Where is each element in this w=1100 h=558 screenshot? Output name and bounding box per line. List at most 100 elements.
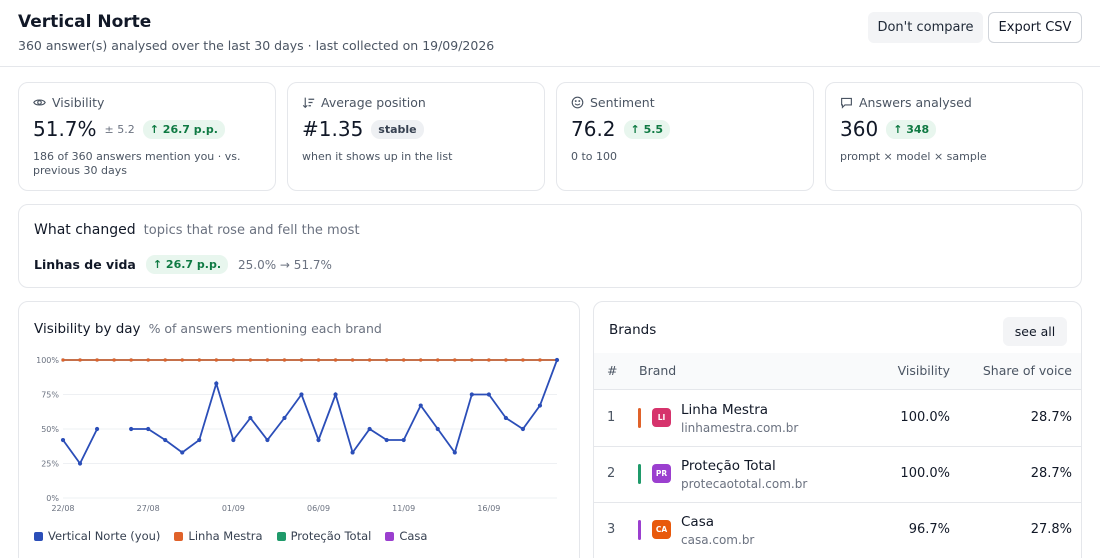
kpi-delta-badge: ↑ 26.7 p.p.: [142, 119, 225, 139]
kpi-note: when it shows up in the list: [302, 150, 453, 163]
data-point: [163, 437, 168, 443]
chart-legend: Vertical Norte (you) Linha Mestra Proteção…: [34, 529, 427, 543]
x-tick-label: 11/09: [392, 504, 415, 513]
data-point: [197, 437, 202, 443]
x-tick-label: 16/09: [477, 504, 500, 513]
visibility-line-chart: 0% 25% 50% 75% 100% 22/08 27/08 01/09 06/09 11/09…: [36, 356, 560, 513]
data-point: [282, 415, 287, 421]
data-point: [316, 358, 321, 362]
topic-range: 25.0% → 51.7%: [238, 257, 332, 272]
data-point: [316, 437, 321, 443]
data-point: [469, 392, 474, 397]
legend-label: Vertical Norte (you): [48, 529, 161, 543]
data-point: [538, 358, 542, 362]
data-point: [402, 358, 406, 362]
y-tick-label: 0%: [46, 494, 59, 503]
kpi-label: Visibility: [52, 95, 105, 110]
what-changed-card: What changed topics that rose and fell t…: [18, 204, 1082, 288]
table-row[interactable]: 3 CA Casa casa.com.br 96.7% 27.8%: [594, 503, 1081, 558]
data-point: [231, 358, 235, 362]
kpi-value: 51.7%: [33, 117, 97, 141]
brand-name[interactable]: Proteção Total: [681, 458, 776, 474]
eye-icon: [33, 99, 46, 106]
data-point: [180, 450, 185, 455]
col-rank: #: [607, 363, 618, 378]
x-tick-label: 22/08: [51, 504, 74, 513]
kpi-value: 360: [840, 117, 879, 141]
x-tick-label: 06/09: [307, 504, 330, 513]
dont-compare-button[interactable]: Don't compare: [868, 12, 983, 43]
brand-share-of-voice: 27.8%: [1030, 522, 1072, 537]
brand-avatar: CA: [652, 520, 671, 539]
kpi-note: 0 to 100: [571, 150, 618, 163]
legend-label: Proteção Total: [290, 529, 372, 543]
kpi-error: ± 5.2: [104, 122, 135, 136]
kpi-delta-badge: ↑ 5.5: [623, 119, 671, 139]
page-header: Vertical Norte 360 answer(s) analysed ov…: [0, 0, 1100, 67]
legend-swatch: [385, 531, 395, 541]
data-point: [333, 358, 338, 362]
col-brand: Brand: [639, 363, 677, 378]
data-point: [554, 357, 560, 363]
legend-label: Linha Mestra: [188, 529, 263, 543]
data-point: [486, 392, 491, 397]
smile-icon: [571, 96, 584, 109]
legend-item[interactable]: Proteção Total: [276, 529, 372, 543]
data-point: [385, 358, 389, 362]
row-rank: 3: [607, 522, 616, 537]
brand-domain: protecaototal.com.br: [681, 477, 808, 491]
data-point: [401, 437, 406, 443]
brands-title: Brands: [609, 322, 657, 338]
data-point: [418, 403, 423, 408]
x-tick-label: 27/08: [137, 504, 160, 513]
data-point: [299, 358, 304, 362]
data-point: [521, 358, 525, 362]
data-point: [503, 415, 508, 421]
sort-icon: [302, 97, 315, 109]
data-point: [61, 358, 65, 362]
data-point: [129, 426, 134, 432]
see-all-button[interactable]: see all: [1003, 317, 1067, 346]
row-rank: 2: [607, 466, 616, 481]
kpi-note: 186 of 360 answers mention you · vs. pre…: [33, 150, 241, 177]
data-point: [537, 403, 543, 408]
kpi-label: Answers analysed: [859, 95, 972, 110]
export-csv-button[interactable]: Export CSV: [988, 12, 1082, 43]
kpi-card-answers-analysed: Answers analysed 360 ↑ 348 prompt × mode…: [825, 82, 1083, 191]
kpi-card-sentiment: Sentiment 76.2 ↑ 5.5 0 to 100: [556, 82, 814, 191]
x-tick-label: 01/09: [222, 504, 245, 513]
brand-name[interactable]: Linha Mestra: [681, 402, 769, 418]
legend-label: Casa: [399, 529, 428, 543]
what-changed-subtitle: topics that rose and fell the most: [143, 223, 360, 238]
legend-swatch: [174, 531, 184, 541]
table-row[interactable]: 2 PR Proteção Total protecaototal.com.br 100…: [594, 447, 1081, 503]
data-point: [299, 392, 304, 397]
table-row[interactable]: 1 LI Linha Mestra linhamestra.com.br 100.0% 2…: [594, 391, 1081, 447]
topic-delta-badge: ↑ 26.7 p.p.: [145, 255, 228, 274]
data-point: [368, 358, 372, 362]
y-tick-label: 75%: [41, 391, 59, 400]
data-point: [231, 437, 236, 443]
legend-item[interactable]: Casa: [385, 529, 427, 543]
brand-share-of-voice: 28.7%: [1030, 466, 1072, 481]
brand-name[interactable]: Casa: [681, 514, 715, 530]
kpi-card-visibility: Visibility 51.7% ± 5.2 ↑ 26.7 p.p. 186 o…: [18, 82, 276, 191]
brands-table-header: # Brand Visibility Share of voice: [594, 353, 1081, 390]
data-point: [350, 450, 355, 455]
brands-card: Brands see all # Brand Visibility Share …: [593, 301, 1082, 558]
data-point: [367, 426, 372, 432]
data-point: [265, 437, 270, 443]
data-point: [436, 358, 440, 362]
page-subtitle: 360 answer(s) analysed over the last 30 …: [18, 38, 495, 53]
chat-icon: [841, 97, 852, 109]
brand-share-of-voice: 28.7%: [1030, 410, 1072, 425]
data-point: [453, 358, 457, 362]
kpi-label: Sentiment: [590, 95, 655, 110]
y-tick-label: 100%: [36, 356, 59, 365]
topic-change-row: Linhas de vida ↑ 26.7 p.p. 25.0% → 51.7%: [34, 255, 332, 274]
legend-item[interactable]: Vertical Norte (you): [34, 529, 160, 543]
kpi-value: 76.2: [571, 117, 616, 141]
legend-item[interactable]: Linha Mestra: [174, 529, 263, 543]
row-color-bar: [638, 408, 641, 428]
kpi-note: prompt × model × sample: [840, 150, 987, 163]
